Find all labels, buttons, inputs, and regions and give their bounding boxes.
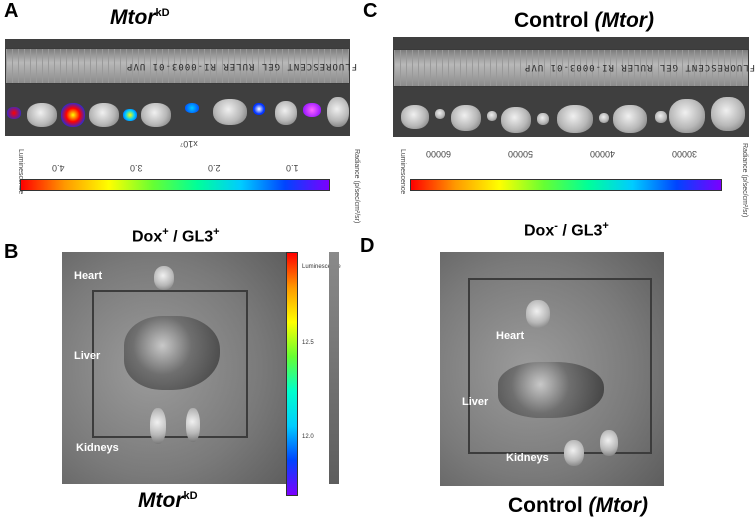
panel-a-colorbar-group: Luminescence x10⁷ 4.0 3.0 2.0 1.0 Radian…: [14, 139, 360, 223]
panel-b-caption: MtorkD: [138, 489, 198, 513]
panel-b-dox-sup: +: [162, 226, 169, 238]
panel-a-organ: [141, 103, 171, 127]
panel-c-organ: [501, 107, 531, 133]
panel-c-colorbar-tick: 40000: [590, 149, 616, 159]
panel-d-heart: [526, 300, 550, 328]
panel-d-kidney: [600, 430, 618, 456]
panel-d-label-kidneys: Kidneys: [506, 452, 549, 464]
panel-b-caption-sup: kD: [183, 490, 198, 502]
panel-d-caption: Control (Mtor): [508, 494, 648, 518]
panel-b-vertical-colorbar: [286, 252, 298, 496]
panel-a-organ: [213, 99, 247, 125]
panel-b-heart: [154, 266, 174, 290]
panel-d-label-heart: Heart: [496, 330, 525, 342]
panel-a-colorbar-tick: 1.0: [286, 163, 299, 173]
panel-d-subtitle: Dox- / GL3+: [524, 220, 609, 240]
panel-b-label-liver: Liver: [74, 350, 101, 362]
panel-a-organ: [327, 97, 349, 127]
panel-c-ruler: FLUORESCENT GEL RULER RI-0003-01 UVP: [393, 49, 755, 87]
panel-letter-d: D: [360, 235, 375, 257]
panel-b-caption-gene: Mtor: [138, 489, 184, 512]
panel-d-gl3: / GL3: [557, 222, 603, 240]
panel-c-organ: [401, 105, 429, 129]
panel-a-colorbar-tick: 4.0: [52, 163, 65, 173]
panel-letter-b: B: [4, 241, 19, 263]
panel-c-organ: [537, 113, 549, 125]
panel-c-organ: [669, 99, 705, 133]
panel-a-title: MtorkD: [110, 6, 170, 30]
panel-c-organ: [613, 105, 647, 133]
panel-b-photo: Heart Liver Kidneys: [62, 252, 289, 484]
panel-d-tray: [468, 278, 652, 454]
panel-c-organ: [655, 111, 667, 123]
panel-b-kidney: [186, 408, 200, 442]
panel-a-organ: [123, 109, 137, 121]
panel-c-organ: [435, 109, 445, 119]
panel-a-organ: [253, 103, 265, 115]
panel-a-title-gene: Mtor: [110, 6, 156, 29]
panel-a-organ: [27, 103, 57, 127]
panel-d-caption-gene: (Mtor): [588, 494, 648, 517]
panel-c-colorbar-right-label: Radiance (p/sec/cm²/sr): [741, 143, 748, 218]
panel-b-tray: [92, 290, 248, 438]
panel-a-organ: [303, 103, 321, 117]
panel-a-colorbar-scale: x10⁷: [180, 139, 198, 149]
panel-d-photo: Heart Liver Kidneys: [440, 252, 664, 486]
panel-a-organ: [275, 101, 297, 125]
panel-b-vertical-colorbar-group: Luminescence 12.5 12.0: [286, 252, 341, 496]
panel-c-colorbar: [410, 179, 722, 191]
panel-c-title-main: Control: [514, 9, 589, 32]
panel-b-gl3: / GL3: [168, 228, 214, 246]
panel-c-organ: [599, 113, 609, 123]
panel-a-ruler: FLUORESCENT GEL RULER RI-0003-01 UVP: [5, 48, 357, 84]
panel-d-gl3-sup: +: [602, 220, 609, 232]
panel-c-title-gene: (Mtor): [594, 9, 654, 32]
panel-d-caption-main: Control: [508, 494, 583, 517]
panel-a-organ: [185, 103, 199, 113]
panel-c-organ: [487, 111, 497, 121]
panel-b-vbar-tick: 12.0: [302, 434, 314, 440]
panel-c-organ: [557, 105, 593, 133]
panel-a-imaging-strip: FLUORESCENT GEL RULER RI-0003-01 UVP: [5, 39, 357, 136]
panel-b-vbar-title: Luminescence: [302, 264, 341, 270]
panel-d-liver: [498, 362, 604, 418]
panel-c-ruler-text: FLUORESCENT GEL RULER RI-0003-01 UVP: [524, 62, 755, 72]
panel-b-kidney: [150, 408, 166, 444]
panel-b-liver: [124, 316, 220, 390]
panel-a-organ: [61, 103, 85, 127]
panel-b-label-heart: Heart: [74, 270, 103, 282]
panel-b-gl3-sup: +: [213, 226, 220, 238]
panel-c-colorbar-group: Luminescence 60000 50000 40000 30000 Rad…: [396, 139, 752, 217]
panel-d-kidney: [564, 440, 584, 466]
panel-c-colorbar-left-label: Luminescence: [399, 149, 406, 195]
panel-b-dox: Dox: [132, 228, 163, 246]
panel-d-label-liver: Liver: [462, 396, 489, 408]
panel-a-colorbar-tick: 2.0: [208, 163, 221, 173]
panel-c-colorbar-tick: 50000: [508, 149, 534, 159]
panel-a-colorbar: [20, 179, 330, 191]
panel-a-organ: [7, 107, 21, 119]
panel-b-label-kidneys: Kidneys: [76, 442, 119, 454]
panel-c-title: Control (Mtor): [514, 9, 654, 33]
panel-b-subtitle: Dox+ / GL3+: [132, 226, 220, 246]
panel-letter-c: C: [363, 0, 378, 22]
panel-c-organ: [711, 97, 745, 131]
panel-c-imaging-strip: FLUORESCENT GEL RULER RI-0003-01 UVP: [393, 37, 755, 137]
panel-b-vbar-tick: 12.5: [302, 340, 314, 346]
panel-b-photo-edge: [329, 252, 339, 484]
panel-c-colorbar-tick: 60000: [426, 149, 452, 159]
panel-a-colorbar-tick: 3.0: [130, 163, 143, 173]
panel-letter-a: A: [4, 0, 19, 22]
panel-a-organ: [89, 103, 119, 127]
panel-c-organ: [451, 105, 481, 131]
panel-d-dox: Dox: [524, 222, 555, 240]
panel-a-colorbar-right-label: Radiance (p/sec/cm²/sr): [353, 149, 360, 224]
panel-a-ruler-text: FLUORESCENT GEL RULER RI-0003-01 UVP: [126, 61, 358, 71]
panel-a-title-sup: kD: [155, 7, 170, 19]
panel-c-colorbar-tick: 30000: [672, 149, 698, 159]
panel-d-dox-sup: -: [554, 220, 558, 232]
